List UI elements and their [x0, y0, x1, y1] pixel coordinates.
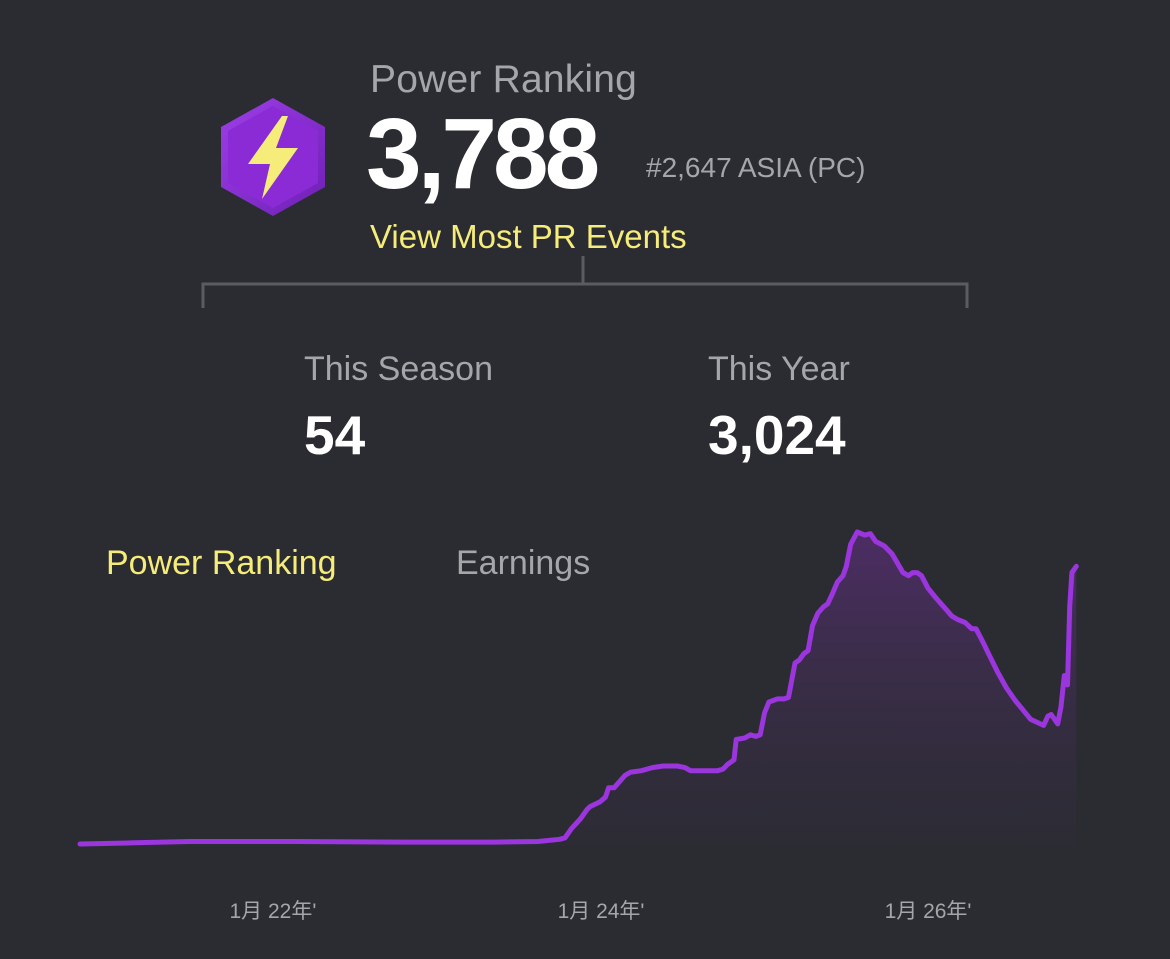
stat-year-label: This Year — [708, 350, 850, 388]
stat-year-value: 3,024 — [708, 404, 846, 466]
stat-season-value: 54 — [304, 404, 366, 466]
x-tick-label: 1月 26年' — [885, 900, 972, 923]
power-ranking-label: Power Ranking — [370, 58, 638, 101]
chart-x-axis: 1月 22年' 1月 24年' 1月 26年' — [229, 900, 971, 923]
regional-rank: #2,647 ASIA (PC) — [646, 152, 866, 183]
x-tick-label: 1月 22年' — [229, 900, 316, 923]
power-ranking-badge-icon — [221, 98, 325, 216]
view-most-pr-events-link[interactable]: View Most PR Events — [370, 218, 687, 255]
lightning-bolt-icon — [248, 116, 298, 199]
chart-area-fill — [80, 532, 1077, 846]
tab-earnings[interactable]: Earnings — [456, 544, 591, 582]
stats-bracket-divider — [201, 256, 969, 308]
tab-power-ranking[interactable]: Power Ranking — [106, 544, 337, 582]
chart-series-line — [77, 529, 1079, 847]
x-tick-label: 1月 24年' — [558, 900, 645, 923]
stat-season-label: This Season — [304, 350, 493, 388]
power-ranking-chart: 1月 22年' 1月 24年' 1月 26年' — [77, 529, 1079, 923]
power-ranking-value: 3,788 — [366, 98, 600, 210]
